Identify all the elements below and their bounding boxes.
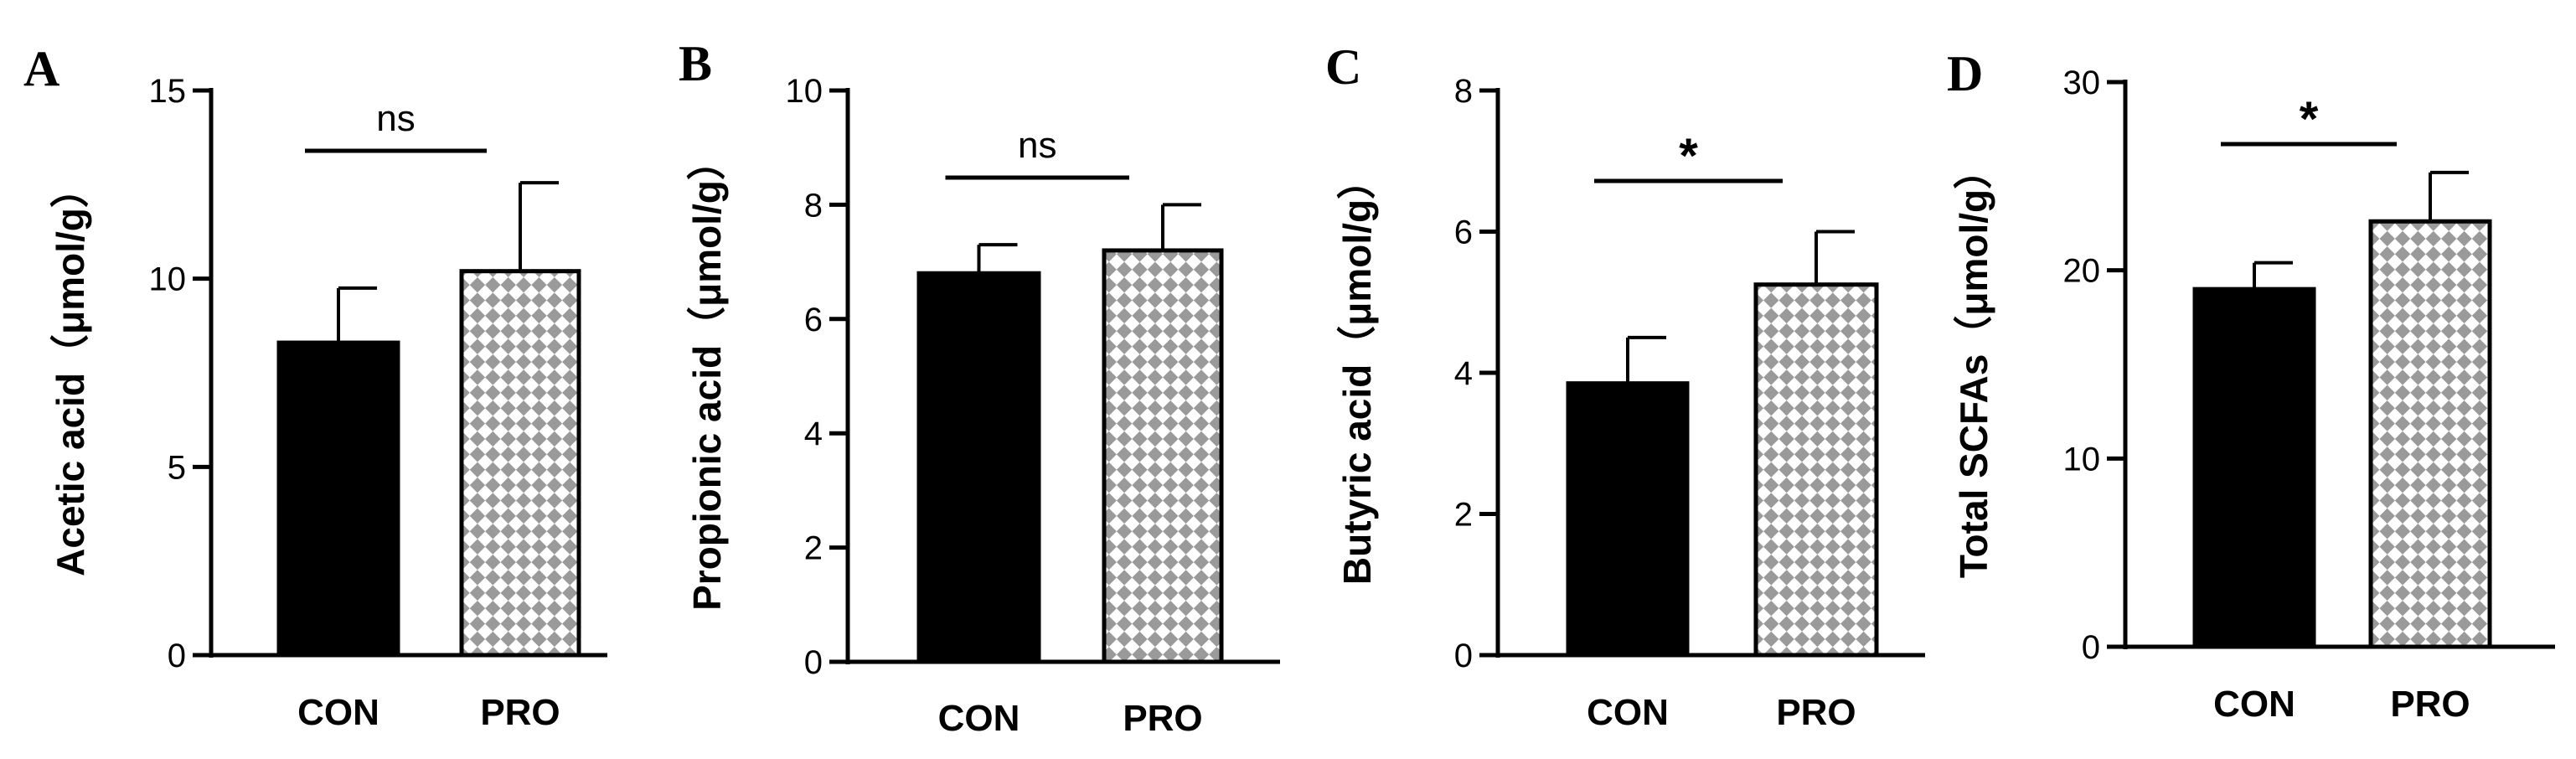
bar-pro (1102, 248, 1224, 664)
y-tick-label: 10 (149, 261, 187, 298)
bar-con (1566, 381, 1690, 658)
y-tick-label: 5 (168, 449, 186, 486)
y-tick-label: 8 (1454, 73, 1473, 110)
y-tick-label: 30 (2063, 65, 2101, 101)
bar-pro (459, 269, 581, 658)
panel-a: A Acetic acid（μmol/g） 0 5 10 15 CON PRO ns (23, 41, 607, 733)
y-tick-label: 0 (804, 644, 823, 681)
x-category-label: PRO (480, 692, 560, 733)
panel-d: D Total SCFAs（μmol/g） 0 10 20 30 CON PRO * (1947, 46, 2555, 725)
y-tick-label: 2 (1454, 497, 1473, 534)
y-tick-label: 0 (1454, 638, 1473, 674)
y-axis-title: Propionic acid（μmol/g） (685, 142, 729, 611)
y-tick-label: 20 (2063, 253, 2101, 290)
y-tick-label: 6 (1454, 214, 1473, 251)
y-tick-label: 2 (804, 530, 823, 567)
y-tick-label: 4 (804, 416, 823, 452)
y-tick-label: 10 (786, 73, 823, 110)
x-category-label: PRO (1123, 698, 1202, 739)
bar-pro (1753, 282, 1879, 658)
bar-con (916, 271, 1041, 664)
y-tick-label: 15 (149, 73, 187, 110)
y-tick-label: 6 (804, 302, 823, 338)
y-tick-label: 4 (1454, 355, 1473, 392)
y-axis-title: Acetic acid（μmol/g） (49, 169, 92, 576)
y-tick-label: 0 (2082, 629, 2100, 666)
panel-c: C Butyric acid（μmol/g） 0 2 4 6 8 CON PRO * (1325, 39, 1925, 733)
x-category-label: CON (1587, 692, 1669, 733)
panel-letter: C (1325, 39, 1361, 95)
significance-label: * (2300, 92, 2319, 147)
x-category-label: PRO (1776, 692, 1856, 733)
panel-letter: D (1947, 46, 1983, 101)
y-tick-label: 10 (2063, 441, 2101, 478)
x-category-label: CON (938, 698, 1020, 739)
significance-label: ns (376, 98, 415, 139)
significance-label: ns (1018, 125, 1056, 166)
x-category-label: PRO (2390, 684, 2470, 725)
panel-letter: A (23, 41, 59, 96)
x-category-label: CON (297, 692, 379, 733)
bar-con (2192, 287, 2316, 649)
y-axis-title: Total SCFAs（μmol/g） (1952, 151, 1995, 578)
y-tick-label: 0 (168, 638, 186, 674)
y-axis-title: Butyric acid（μmol/g） (1335, 161, 1379, 585)
bar-pro (2368, 219, 2492, 649)
x-category-label: CON (2213, 684, 2295, 725)
panel-b: B Propionic acid（μmol/g） 0 2 4 6 8 10 CON PRO ns (679, 36, 1280, 739)
significance-label: * (1679, 129, 1698, 183)
bar-con (276, 340, 400, 658)
y-tick-label: 8 (804, 187, 823, 224)
panel-letter: B (679, 36, 712, 91)
